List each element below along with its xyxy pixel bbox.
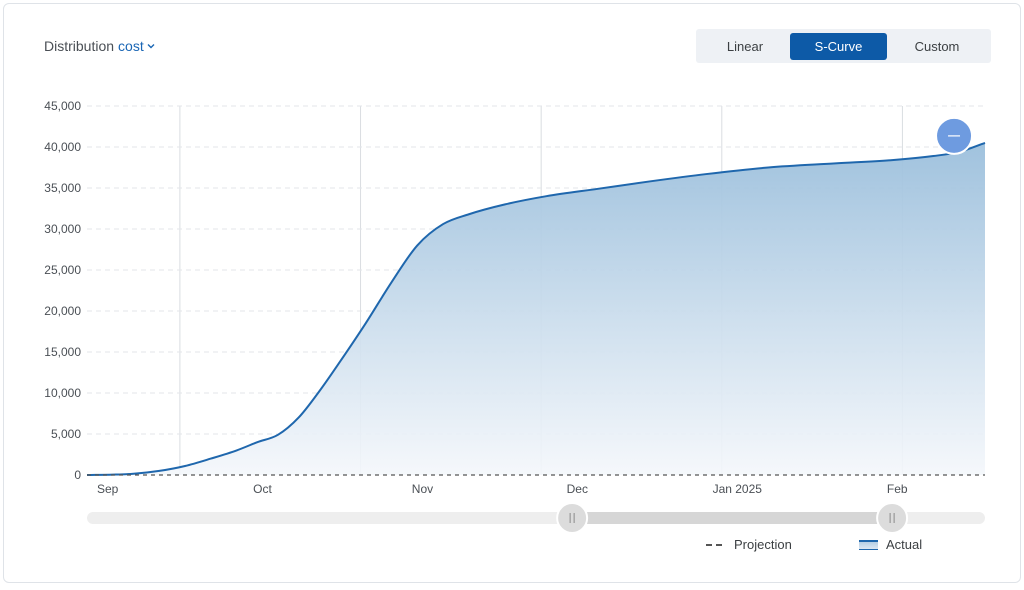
y-axis: 0 5,000 10,000 15,000 20,000 25,000 30,000 35,0…: [44, 99, 81, 482]
y-tick-label: 45,000: [44, 99, 81, 113]
y-tick-label: 40,000: [44, 140, 81, 154]
distribution-label: Distribution: [44, 38, 115, 54]
x-tick-label: Jan 2025: [713, 482, 763, 496]
x-tick-label: Dec: [567, 482, 588, 496]
legend-actual-label: Actual: [886, 537, 923, 552]
range-slider-start-handle[interactable]: [556, 502, 589, 534]
y-tick-label: 15,000: [44, 345, 81, 359]
x-axis: Sep Oct Nov Dec Jan 2025 Feb: [97, 482, 908, 496]
x-tick-label: Oct: [253, 482, 272, 496]
actual-area: [87, 142, 985, 475]
legend-actual[interactable]: Actual: [859, 537, 922, 552]
y-tick-label: 10,000: [44, 386, 81, 400]
y-tick-label: 5,000: [51, 427, 81, 441]
y-tick-label: 0: [74, 468, 81, 482]
y-tick-label: 20,000: [44, 304, 81, 318]
mode-s-curve-button[interactable]: S-Curve: [790, 32, 887, 60]
x-tick-label: Nov: [412, 482, 433, 496]
legend-projection[interactable]: Projection: [706, 537, 792, 552]
mode-linear-button[interactable]: Linear: [726, 38, 764, 54]
projection-swatch: [706, 543, 726, 546]
range-slider-end-handle[interactable]: [876, 502, 909, 534]
metric-dropdown[interactable]: cost: [118, 38, 155, 54]
end-point-handle[interactable]: [935, 116, 974, 155]
x-tick-label: Sep: [97, 482, 119, 496]
metric-value: cost: [118, 38, 144, 54]
x-tick-label: Feb: [887, 482, 908, 496]
curve-mode-toggle: Linear S-Curve Custom: [696, 29, 991, 63]
range-slider: [87, 502, 985, 534]
chevron-down-icon: [147, 44, 155, 49]
y-tick-label: 35,000: [44, 181, 81, 195]
actual-line: [86, 141, 986, 476]
distribution-selector: Distribution cost: [44, 38, 155, 54]
range-slider-selection[interactable]: [572, 512, 893, 524]
actual-swatch: [859, 539, 878, 550]
y-tick-label: 25,000: [44, 263, 81, 277]
legend-projection-label: Projection: [734, 537, 792, 552]
mode-custom-button[interactable]: Custom: [914, 38, 960, 54]
y-tick-label: 30,000: [44, 222, 81, 236]
